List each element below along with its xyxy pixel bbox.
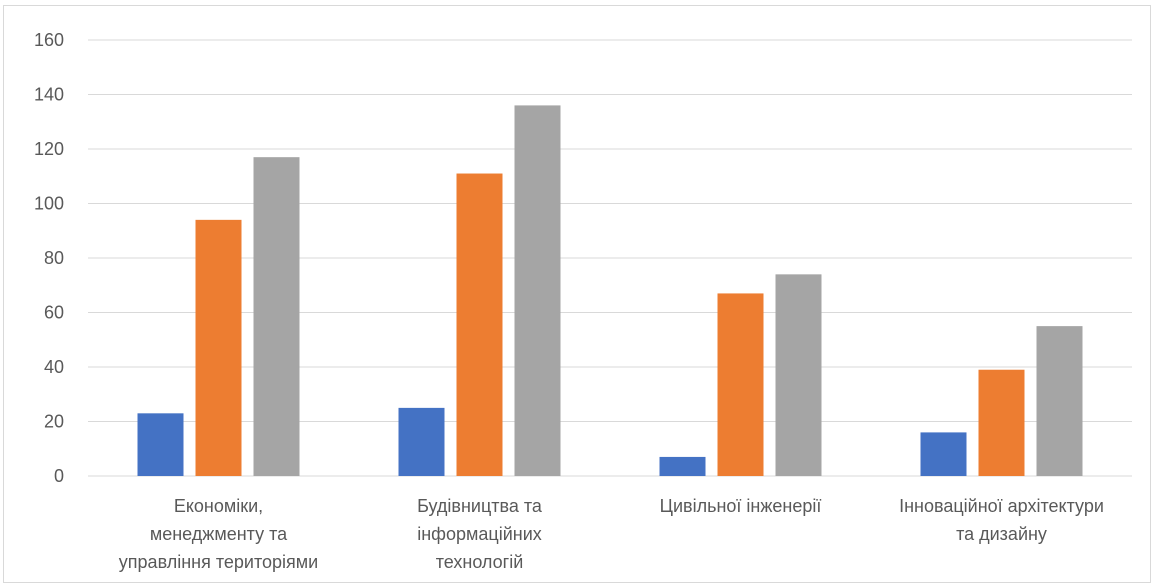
y-tick-label: 0 xyxy=(54,466,64,486)
y-tick-label: 120 xyxy=(34,139,64,159)
bar-series-1-category-3 xyxy=(659,456,706,476)
y-axis-ticks: 0 20 40 60 80 100 120 140 160 xyxy=(34,30,64,486)
y-tick-label: 160 xyxy=(34,30,64,50)
y-tick-label: 20 xyxy=(44,412,64,432)
x-category-label: інформаційних xyxy=(417,524,542,544)
bar-series-1-category-1 xyxy=(137,413,184,476)
bar-series-3-category-4 xyxy=(1036,326,1083,476)
x-category-label: Будівництва та xyxy=(417,496,543,516)
x-category-label: Економіки, xyxy=(174,496,263,516)
bar-series-2-category-2 xyxy=(456,173,503,476)
bar-series-2-category-1 xyxy=(195,219,242,476)
y-tick-label: 100 xyxy=(34,194,64,214)
x-category-label: технологій xyxy=(436,552,524,572)
bar-series-1-category-2 xyxy=(398,407,445,476)
gridlines xyxy=(88,39,1132,477)
bar-series-1-category-4 xyxy=(920,432,967,476)
bar-series-3-category-2 xyxy=(514,105,561,477)
bar-series-3-category-3 xyxy=(775,274,822,476)
y-tick-label: 140 xyxy=(34,85,64,105)
bar-series-2-category-4 xyxy=(978,369,1025,476)
x-category-label: Цивільної інженерії xyxy=(660,496,822,516)
x-category-label: управління територіями xyxy=(119,552,318,572)
x-category-label: та дизайну xyxy=(956,524,1047,544)
bar-series-2-category-3 xyxy=(717,293,764,476)
chart-frame xyxy=(3,5,1151,583)
y-tick-label: 80 xyxy=(44,248,64,268)
x-category-label: Інноваційної архітектури xyxy=(899,496,1104,516)
bar-series-3-category-1 xyxy=(253,157,300,477)
y-tick-label: 40 xyxy=(44,357,64,377)
y-tick-label: 60 xyxy=(44,303,64,323)
x-axis-labels: Економіки, менеджменту та управління терит… xyxy=(119,496,1104,572)
x-category-label: менеджменту та xyxy=(150,524,288,544)
bars xyxy=(137,105,1083,477)
